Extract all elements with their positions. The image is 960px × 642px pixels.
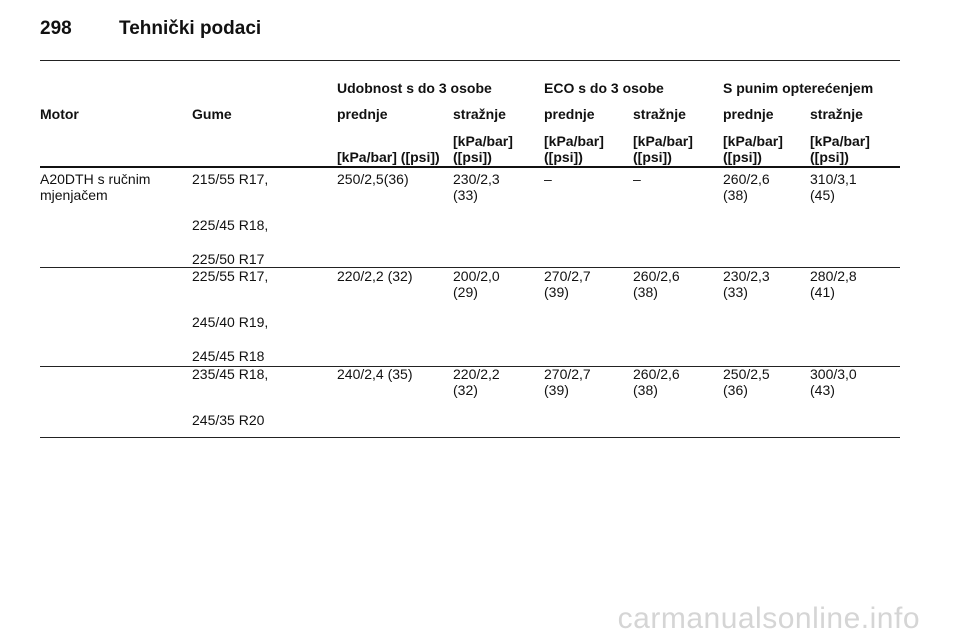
unit-header: [kPa/bar] ([psi])	[544, 133, 604, 165]
pressure-value: –	[633, 171, 641, 187]
group-header: ECO s do 3 osobe	[544, 80, 664, 96]
watermark: carmanualsonline.info	[617, 602, 920, 635]
pressure-value: 260/2,6 (38)	[723, 171, 770, 203]
pressure-value: 250/2,5(36)	[337, 171, 409, 187]
pressure-value: 230/2,3 (33)	[453, 171, 500, 203]
unit-header: [kPa/bar] ([psi])	[810, 133, 870, 165]
pressure-value: 270/2,7 (39)	[544, 268, 591, 300]
row-rule	[40, 366, 900, 367]
pressure-value: 280/2,8 (41)	[810, 268, 857, 300]
tyre-size: 225/55 R17,	[192, 268, 269, 284]
unit-header: [kPa/bar] ([psi])	[337, 149, 440, 165]
column-header: Gume	[192, 106, 232, 122]
column-header: stražnje	[633, 106, 686, 122]
page-number: 298	[40, 18, 72, 39]
engine-cell: A20DTH s ručnim mjenjačem	[40, 171, 151, 203]
pressure-value: 260/2,6 (38)	[633, 366, 680, 398]
column-header: Motor	[40, 106, 79, 122]
group-header: S punim opterećenjem	[723, 80, 874, 96]
tyre-size: 245/45 R18	[192, 348, 265, 364]
pressure-value: 300/3,0 (43)	[810, 366, 857, 398]
pressure-value: 220/2,2 (32)	[453, 366, 500, 398]
pressure-value: 220/2,2 (32)	[337, 268, 413, 284]
pressure-value: 240/2,4 (35)	[337, 366, 413, 382]
page-title: Tehnički podaci	[119, 18, 262, 39]
pressure-value: 230/2,3 (33)	[723, 268, 770, 300]
pressure-value: 260/2,6 (38)	[633, 268, 680, 300]
tyre-size: 235/45 R18,	[192, 366, 269, 382]
pressure-value: 310/3,1 (45)	[810, 171, 857, 203]
row-rule	[40, 437, 900, 438]
tyre-size: 245/35 R20	[192, 412, 265, 428]
pressure-value: 270/2,7 (39)	[544, 366, 591, 398]
tyre-size: 215/55 R17,	[192, 171, 269, 187]
tyre-size: 245/40 R19,	[192, 314, 269, 330]
unit-header: [kPa/bar] ([psi])	[633, 133, 693, 165]
tyre-size: 225/45 R18,	[192, 217, 269, 233]
tyre-size: 225/50 R17	[192, 251, 265, 267]
column-header: prednje	[723, 106, 774, 122]
column-header: stražnje	[810, 106, 863, 122]
column-header: prednje	[337, 106, 388, 122]
pressure-value: 200/2,0 (29)	[453, 268, 500, 300]
column-header: stražnje	[453, 106, 506, 122]
header-rule	[40, 166, 900, 168]
row-rule	[40, 267, 900, 268]
pressure-value: –	[544, 171, 552, 187]
table-top-rule	[40, 60, 900, 61]
unit-header: [kPa/bar] ([psi])	[723, 133, 783, 165]
unit-header: [kPa/bar] ([psi])	[453, 133, 513, 165]
pressure-value: 250/2,5(36)	[723, 366, 770, 398]
group-header: Udobnost s do 3 osobe	[337, 80, 492, 96]
column-header: prednje	[544, 106, 595, 122]
